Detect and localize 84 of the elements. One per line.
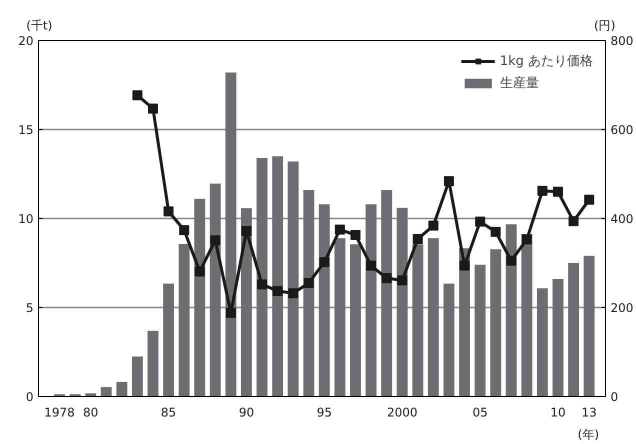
point: [350, 230, 360, 240]
bar: [256, 158, 268, 396]
x-tick-label: 85: [160, 406, 176, 420]
bar: [506, 224, 517, 396]
bar: [381, 190, 392, 396]
point: [444, 176, 454, 186]
bar: [148, 330, 158, 396]
bar: [163, 284, 174, 396]
point: [475, 216, 486, 227]
y2-tick-label: 600: [610, 123, 634, 137]
x-tick-label: 2000: [386, 406, 418, 420]
point: [428, 220, 438, 231]
bar: [132, 356, 143, 396]
bar: [318, 204, 330, 396]
y-axis-title: (千t): [26, 18, 52, 32]
point: [272, 286, 283, 296]
x-tick-label: 1978: [44, 406, 75, 420]
point: [506, 256, 516, 266]
point: [412, 234, 423, 244]
x-tick-label: 90: [238, 406, 254, 420]
point: [460, 260, 470, 271]
legend-label: 生産量: [500, 75, 539, 92]
y2-tick-label: 200: [610, 301, 634, 315]
point: [366, 260, 376, 271]
point: [257, 279, 268, 290]
point: [334, 224, 345, 235]
point: [194, 266, 205, 276]
y2-tick-label: 400: [610, 212, 634, 226]
point: [397, 275, 408, 286]
bar: [521, 234, 532, 396]
point: [552, 186, 563, 197]
point: [132, 90, 142, 100]
bar: [303, 190, 314, 396]
bar: [288, 162, 299, 396]
bar: [116, 382, 128, 396]
point: [288, 288, 298, 298]
point: [241, 226, 252, 236]
legend-label: 1kg あたり価格: [500, 53, 593, 70]
x-axis-title: (年): [578, 428, 600, 442]
y-tick-label: 15: [18, 123, 34, 137]
point: [490, 226, 501, 237]
y-tick-label: 10: [18, 212, 34, 226]
y-tick-label: 20: [18, 34, 34, 48]
point: [148, 104, 158, 114]
y-tick-label: 0: [26, 390, 34, 404]
bar: [350, 244, 361, 396]
bar: [474, 264, 486, 396]
point: [304, 278, 314, 288]
bar: [568, 263, 580, 396]
point: [382, 273, 392, 284]
point: [568, 216, 579, 226]
point: [584, 194, 594, 205]
y2-tick-label: 0: [610, 390, 618, 404]
point: [522, 234, 532, 244]
x-tick-label: 05: [472, 406, 488, 420]
bar: [178, 244, 190, 396]
x-tick-label: 13: [582, 406, 597, 420]
x-tick-label: 95: [316, 406, 332, 420]
bar: [552, 279, 564, 396]
bar: [490, 249, 502, 396]
bar: [444, 284, 454, 396]
x-tick-label: 10: [550, 406, 566, 420]
point: [537, 186, 548, 196]
bar: [100, 387, 112, 396]
bar: [210, 184, 221, 396]
bar: [536, 288, 548, 396]
bar: [272, 156, 284, 396]
bar: [584, 256, 595, 396]
x-tick-label: 80: [83, 406, 98, 420]
point: [179, 225, 190, 236]
bar: [366, 204, 377, 396]
bar: [334, 238, 346, 396]
bar: [412, 244, 424, 396]
bar: [396, 208, 408, 396]
bar: [194, 198, 206, 396]
bar: [428, 238, 439, 396]
point: [210, 235, 220, 246]
point: [164, 206, 174, 216]
y-tick-label: 5: [26, 301, 34, 315]
bar: [225, 72, 236, 396]
point: [226, 308, 236, 318]
point: [319, 257, 330, 268]
y2-tick-label: 800: [610, 34, 634, 48]
y2-axis-title: (円): [594, 18, 616, 32]
